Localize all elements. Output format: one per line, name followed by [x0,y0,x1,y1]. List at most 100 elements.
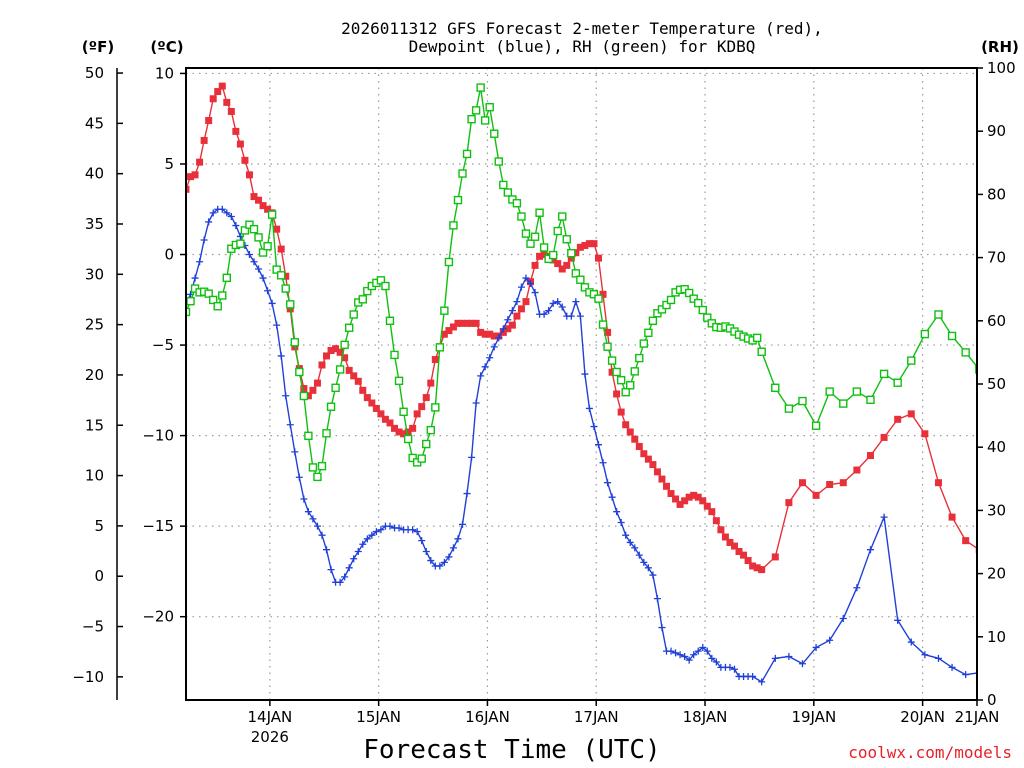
temperature-point [730,542,738,550]
rh-point [286,300,295,309]
temperature-point [304,392,312,400]
rh-point [403,434,413,444]
dewpoint-point [758,678,766,686]
rh-tick-label: 70 [987,249,1006,267]
rh-point [263,242,272,251]
dewpoint-point [708,654,716,662]
dewpoint-point [726,663,734,671]
dewpoint-point [667,647,675,655]
rh-point [240,226,250,235]
rh-point [218,291,227,300]
temperature-point [644,455,652,463]
f-tick-label: 10 [85,467,104,485]
dewpoint-point [880,513,888,521]
dewpoint-point [585,404,593,412]
dewpoint-point [826,636,834,644]
rh-point [385,316,395,325]
temperature-point [563,261,571,269]
temperature-point [785,499,793,507]
rh-point [254,233,263,242]
dewpoint-point [309,515,317,523]
rh-point [340,340,349,350]
rh-point [453,195,463,205]
rh-point [204,289,213,298]
rh-point [893,378,902,387]
temperature-point [359,386,367,394]
temperature-point [255,196,263,204]
rh-point [358,295,367,304]
axes: 14JAN 2026 15JAN 16JAN 17JAN 18JAN 19JAN 20JAN 2… [72,59,1015,746]
rh-point [580,283,590,292]
rh-point [576,275,585,284]
rh-point [644,328,653,338]
c-tick-label: −10 [142,427,174,445]
rh-point [635,353,644,363]
dewpoint-point [948,663,956,671]
dewpoint-point [907,638,915,646]
dewpoint-point [418,537,426,545]
dewpoint-point [359,540,367,548]
temperature-point [323,352,331,360]
dewpoint-point [798,660,806,668]
dewpoint-point [486,354,494,362]
rh-point [236,239,245,248]
rh-point [621,388,630,397]
c-tick-label: −5 [152,336,174,354]
temperature-point [554,260,562,268]
temperature-point [196,158,204,166]
dewpoint-point [649,571,657,579]
dewpoint-point [527,279,535,287]
rh-point [308,463,318,472]
rh-point [394,376,404,386]
grid-lines [186,68,977,700]
dewpoint-point [894,616,902,624]
temperature-point [572,249,580,257]
temperature-point [300,385,308,393]
temperature-point [712,517,720,525]
dewpoint-point [699,643,707,651]
temperature-point [839,479,847,487]
dewpoint-point [372,528,380,536]
chart-title-line-1: 2026011312 GFS Forecast 2-meter Temperat… [341,19,823,38]
temperature-point [336,348,344,356]
temperature-point [662,482,670,490]
temperature-point [259,202,267,210]
temperature-point [345,366,353,374]
temperature-point [372,404,380,412]
dewpoint-point [336,578,344,586]
dewpoint-point [264,287,272,295]
rh-point [825,387,834,396]
rh-point [598,320,608,329]
dewpoint-point [499,325,507,333]
dewpoint-point [445,553,453,561]
rh-point [499,180,508,190]
temperature-point [812,491,820,499]
rh-point [612,367,621,377]
temperature-point [205,117,213,125]
temperature-point [209,95,217,103]
dewpoint-point [268,299,276,307]
dewpoint-point [205,218,213,226]
dewpoint-point [613,508,621,516]
temperature-point [477,328,485,336]
rh-point [947,331,957,341]
temperature-point [313,379,321,387]
temperature-point [576,243,584,251]
rh-point [684,288,694,298]
rh-point [281,284,290,293]
rh-point [535,208,544,217]
temperature-point [758,566,766,574]
dewpoint-point [631,544,639,552]
rh-point [467,114,476,124]
dewpoint-point [386,522,394,530]
dewpoint-point [531,289,539,297]
rh-point [381,281,390,291]
rh-tick-label: 90 [987,122,1006,140]
rh-point [408,453,417,463]
dewpoint-point [259,274,267,282]
f-tick-label: 20 [85,366,104,384]
dewpoint-point [1017,602,1024,609]
f-tick-label: −5 [82,618,104,636]
series-line [186,208,977,683]
rh-point [852,387,862,396]
